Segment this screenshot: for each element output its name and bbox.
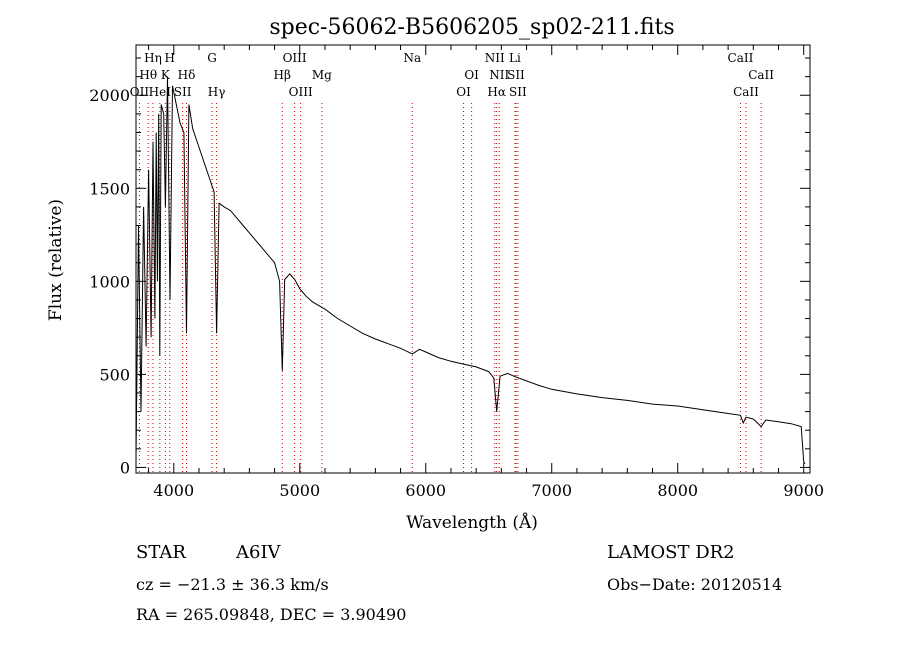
axis-ticks — [136, 45, 810, 473]
y-tick-label: 1000 — [89, 272, 130, 291]
spectrum-series-line — [135, 76, 806, 464]
y-tick-label: 2000 — [89, 86, 130, 105]
redshift-cz: cz = −21.3 ± 36.3 km/s — [136, 575, 329, 594]
survey-name: LAMOST DR2 — [607, 542, 735, 563]
y-axis-label: Flux (relative) — [46, 199, 66, 321]
y-tick-label: 1500 — [89, 179, 130, 198]
spectral-line-label: NII — [489, 68, 509, 82]
ra-dec: RA = 265.09848, DEC = 3.90490 — [136, 605, 406, 624]
x-tick-label: 8000 — [657, 481, 698, 500]
spectral-line-label: K — [161, 68, 171, 82]
chart-title: spec-56062-B5606205_sp02-211.fits — [269, 15, 674, 40]
spectral-line-markers — [138, 103, 762, 473]
x-tick-label: 9000 — [783, 481, 824, 500]
spectral-line-label: Na — [403, 51, 421, 65]
spectral-line-label: Hα — [487, 85, 506, 99]
x-tick-label: 7000 — [531, 481, 572, 500]
spectral-line-label: OIII — [289, 85, 313, 99]
spectral-line-label: Li — [509, 51, 521, 65]
spectral-line-label: SII — [174, 85, 192, 99]
y-tick-label: 0 — [120, 458, 130, 477]
spectral-line-label: SII — [509, 85, 527, 99]
spectral-line-label: Hη — [144, 51, 162, 65]
spectral-line-label: CaII — [733, 85, 759, 99]
x-tick-label: 5000 — [279, 481, 320, 500]
axis-tick-labels: 4000 5000 6000 7000 8000 9000 0 500 1000 1500 2000 — [89, 86, 824, 500]
spectral-line-label: NII — [485, 51, 505, 65]
x-axis-label: Wavelength (Å) — [406, 512, 538, 533]
spectral-line-label: OI — [464, 68, 479, 82]
x-tick-label: 4000 — [153, 481, 194, 500]
spectral-line-label: SII — [507, 68, 525, 82]
spectral-line-label: CaII — [748, 68, 774, 82]
plot-frame — [135, 44, 811, 474]
x-tick-label: 6000 — [405, 481, 446, 500]
spectral-line-label: Hγ — [208, 85, 226, 99]
spectral-line-label: OIII — [283, 51, 307, 65]
spectral-line-label: Hβ — [274, 68, 291, 82]
spectral-line-label: HeI — [149, 85, 172, 99]
y-tick-label: 500 — [99, 365, 130, 384]
object-subclass: A6IV — [235, 542, 282, 563]
spectral-line-label: Mg — [312, 68, 332, 82]
object-class: STAR — [136, 542, 186, 563]
spectral-line-label: Hδ — [178, 68, 196, 82]
spectral-line-label: H — [165, 51, 175, 65]
spectral-line-label: Hθ — [139, 68, 157, 82]
spectral-line-label: OII — [130, 85, 150, 99]
spectral-line-label: OI — [456, 85, 471, 99]
observation-date: Obs−Date: 20120514 — [607, 575, 782, 594]
spectral-line-label: CaII — [728, 51, 754, 65]
spectral-line-label: G — [207, 51, 217, 65]
